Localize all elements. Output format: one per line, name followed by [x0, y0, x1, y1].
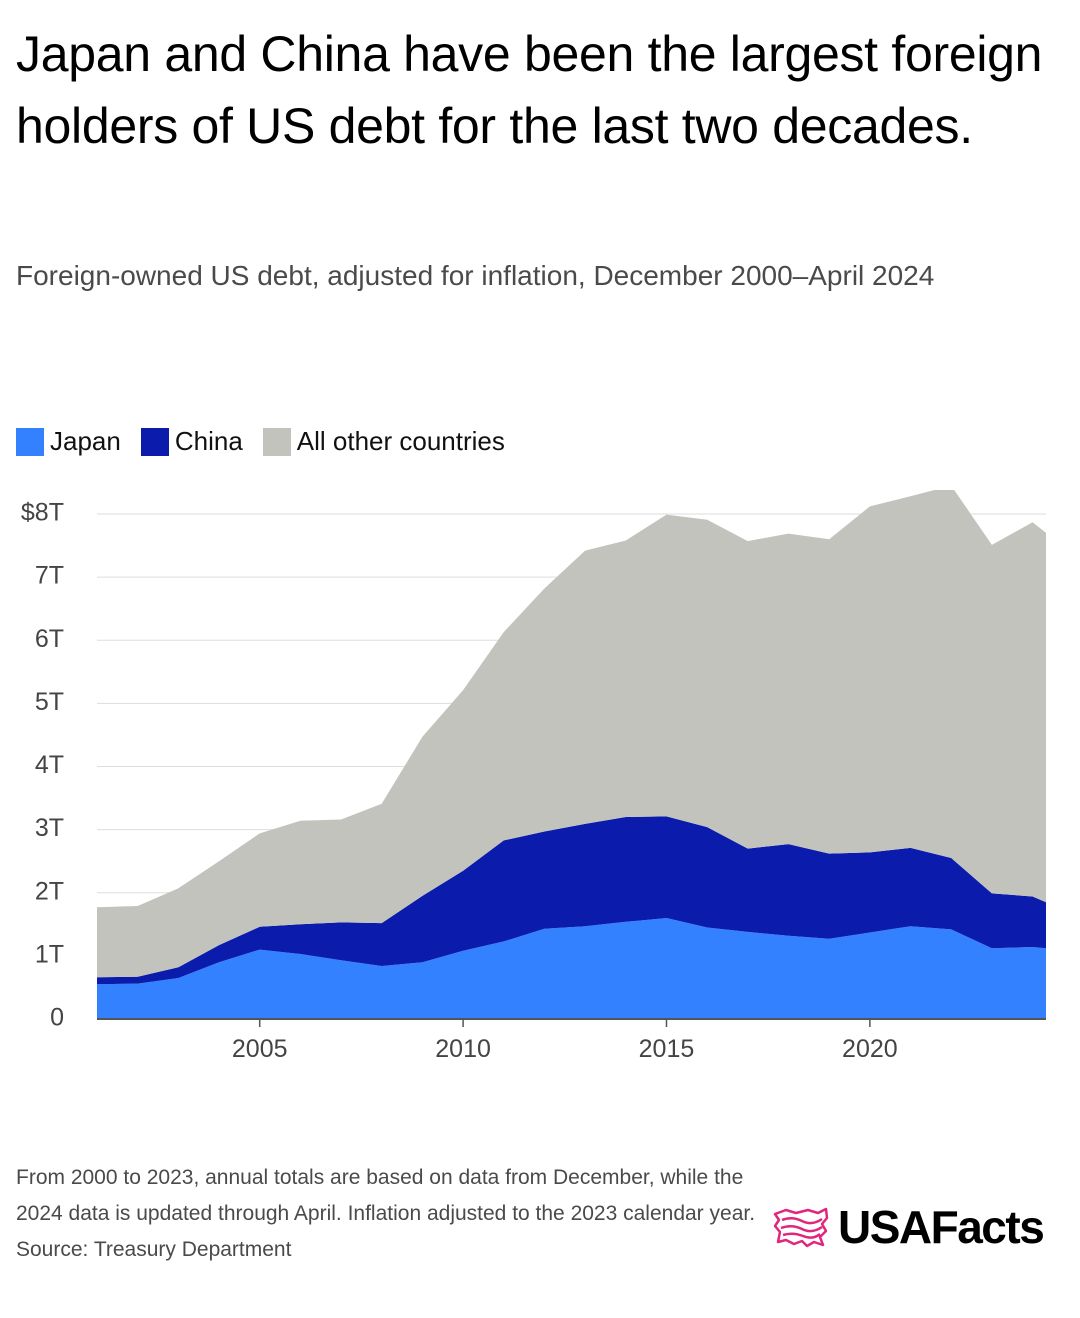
- usa-map-flag-icon: [773, 1207, 829, 1248]
- source-text: Source: Treasury Department: [16, 1238, 292, 1261]
- legend-item-other: All other countries: [262, 426, 505, 457]
- y-tick-label: 4T: [35, 751, 64, 779]
- y-tick-label: $8T: [21, 499, 64, 527]
- x-tick-label: 2010: [435, 1035, 491, 1063]
- footnote: From 2000 to 2023, annual totals are bas…: [16, 1160, 756, 1268]
- legend-swatch-other: [262, 427, 291, 456]
- y-tick-label: 0: [50, 1004, 64, 1032]
- legend: Japan China All other countries: [16, 426, 525, 457]
- legend-label-other: All other countries: [296, 426, 505, 456]
- legend-item-japan: Japan: [16, 426, 121, 457]
- y-tick-label: 3T: [35, 814, 64, 842]
- y-tick-label: 7T: [35, 562, 64, 590]
- y-tick-label: 6T: [35, 625, 64, 653]
- legend-label-japan: Japan: [50, 426, 121, 456]
- area-china: [97, 816, 1046, 985]
- x-tick-label: 2015: [639, 1035, 695, 1063]
- y-tick-label: 1T: [35, 940, 64, 968]
- area-series: [97, 490, 1046, 1019]
- area-all-other-countries: [97, 490, 1046, 978]
- area-japan: [97, 918, 1046, 1019]
- y-tick-label: 2T: [35, 877, 64, 905]
- chart-title: Japan and China have been the largest fo…: [16, 26, 1043, 154]
- legend-swatch-china: [140, 427, 169, 456]
- legend-label-china: China: [174, 426, 243, 456]
- usafacts-logo: USAFacts: [772, 1200, 1045, 1254]
- footnote-text: From 2000 to 2023, annual totals are bas…: [16, 1166, 756, 1225]
- x-tick-label: 2020: [842, 1035, 898, 1063]
- legend-swatch-japan: [16, 427, 44, 456]
- chart-subtitle: Foreign-owned US debt, adjusted for infl…: [16, 260, 935, 291]
- legend-item-china: China: [140, 426, 243, 457]
- axes: 0 1T 2T 3T 4T 5T 6T 7T $8T 2005 2010 2015 2020: [21, 499, 1046, 1063]
- x-tick-label: 2005: [232, 1035, 288, 1063]
- y-tick-label: 5T: [35, 688, 64, 716]
- stacked-area-chart: 0 1T 2T 3T 4T 5T 6T 7T $8T 2005 2010 2015 2020: [21, 490, 1046, 1063]
- logo-text: USAFacts: [838, 1201, 1045, 1253]
